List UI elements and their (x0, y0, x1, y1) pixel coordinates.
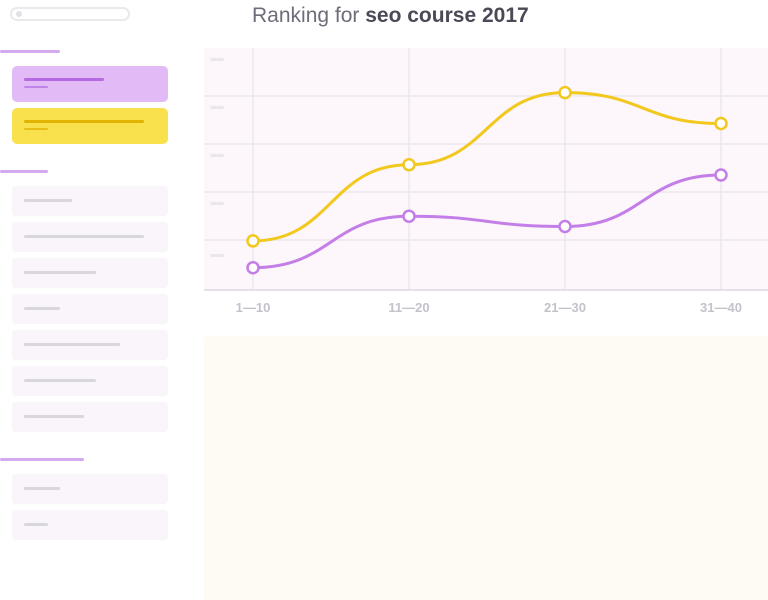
x-tick-label: 21—30 (544, 300, 586, 315)
item-label-placeholder (24, 379, 96, 382)
sidebar-list-item[interactable] (12, 222, 168, 252)
item-label-placeholder (24, 271, 96, 274)
sidebar-section-header (0, 458, 84, 461)
ranking-chart-svg: 1—10 11—20 21—30 31—40 (204, 48, 768, 315)
sidebar-item-active-yellow[interactable] (12, 108, 168, 144)
sidebar-section-header (0, 170, 48, 173)
item-label-placeholder (24, 343, 120, 346)
item-title-placeholder (24, 78, 104, 81)
data-point[interactable] (246, 260, 260, 275)
search-icon (16, 11, 22, 17)
item-label-placeholder (24, 307, 60, 310)
title-keyword: seo course 2017 (365, 4, 529, 27)
data-point[interactable] (714, 116, 728, 131)
sidebar-section-header (0, 50, 60, 53)
x-tick-label: 11—20 (388, 300, 429, 315)
data-point[interactable] (558, 219, 572, 234)
title-prefix: Ranking for (252, 4, 366, 27)
page-title: Ranking for seo course 2017 (252, 4, 529, 28)
ranking-chart: 1—10 11—20 21—30 31—40 (204, 48, 768, 315)
sidebar-list-item[interactable] (12, 402, 168, 432)
item-label-placeholder (24, 199, 72, 202)
data-point[interactable] (402, 157, 416, 172)
y-tick-placeholder (210, 202, 224, 205)
data-point[interactable] (714, 168, 728, 182)
y-tick-placeholder (210, 58, 224, 61)
item-title-placeholder (24, 120, 144, 123)
sidebar-list-item[interactable] (12, 294, 168, 324)
search-input[interactable] (10, 7, 130, 21)
y-tick-placeholder (210, 254, 224, 257)
item-label-placeholder (24, 415, 84, 418)
item-label-placeholder (24, 523, 48, 526)
series-line-0 (251, 91, 723, 243)
series-line-1 (251, 173, 723, 270)
x-tick-label: 31—40 (700, 300, 742, 315)
sidebar-list-item[interactable] (12, 258, 168, 288)
sidebar-list-item[interactable] (12, 366, 168, 396)
data-point[interactable] (558, 85, 572, 100)
sidebar-list-item[interactable] (12, 510, 168, 540)
sidebar-item-active-purple[interactable] (12, 66, 168, 102)
item-subtitle-placeholder (24, 128, 48, 130)
sidebar-list-item[interactable] (12, 330, 168, 360)
data-point[interactable] (246, 234, 260, 248)
sidebar-list-item[interactable] (12, 474, 168, 504)
item-subtitle-placeholder (24, 86, 48, 88)
results-panel (204, 336, 768, 600)
x-tick-label: 1—10 (236, 300, 271, 315)
item-label-placeholder (24, 235, 144, 238)
data-point[interactable] (402, 209, 416, 223)
item-label-placeholder (24, 487, 60, 490)
sidebar-list-item[interactable] (12, 186, 168, 216)
y-tick-placeholder (210, 106, 224, 109)
y-tick-placeholder (210, 154, 224, 157)
